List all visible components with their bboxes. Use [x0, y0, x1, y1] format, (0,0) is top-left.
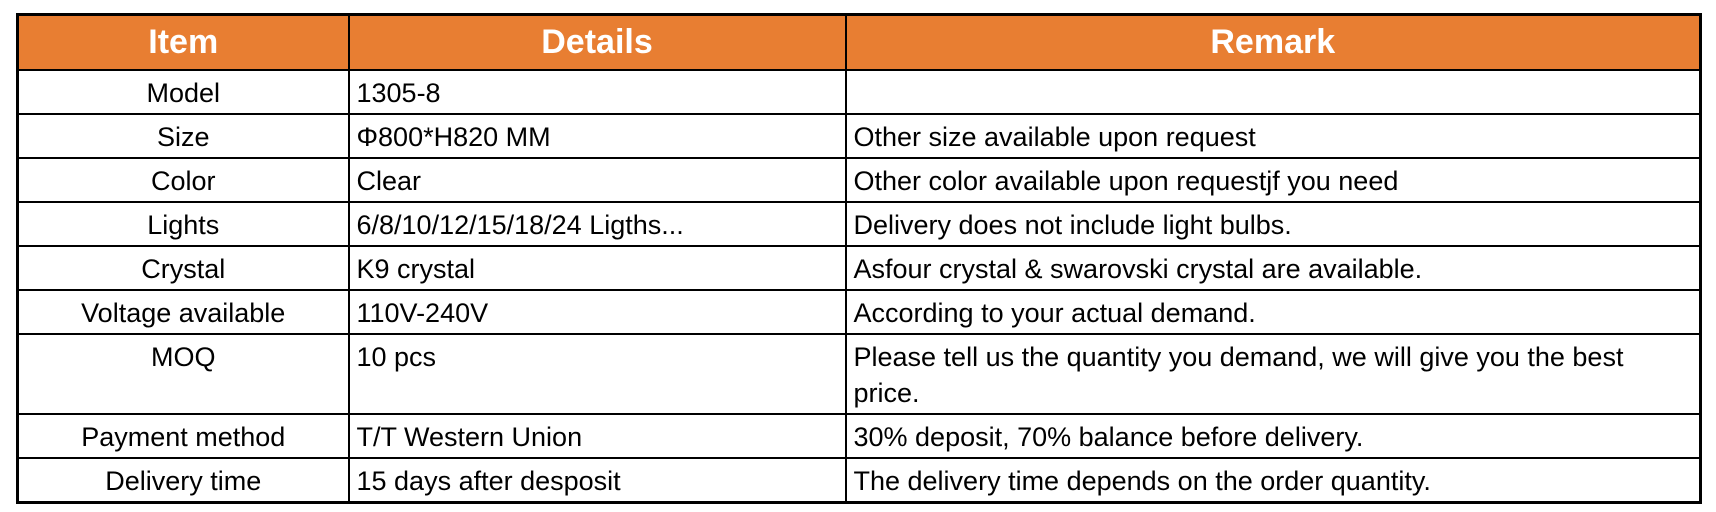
- item-cell: Voltage available: [16, 288, 350, 335]
- table-row-crystal: Crystal K9 crystal Asfour crystal & swar…: [16, 244, 1702, 291]
- details-cell: 110V-240V: [347, 288, 847, 335]
- remark-cell: Delivery does not include light bulbs.: [844, 200, 1702, 247]
- details-cell: 1305-8: [347, 68, 847, 115]
- table-row-delivery: Delivery time 15 days after desposit The…: [16, 456, 1702, 503]
- details-cell: 6/8/10/12/15/18/24 Ligths...: [347, 200, 847, 247]
- remark-cell: The delivery time depends on the order q…: [844, 456, 1702, 503]
- product-spec-table: Item Details Remark Model 1305-8 Size Φ8…: [16, 13, 1702, 504]
- details-cell: Clear: [347, 156, 847, 203]
- details-cell: 15 days after desposit: [347, 456, 847, 503]
- details-cell: K9 crystal: [347, 244, 847, 291]
- details-cell: Φ800*H820 MM: [347, 112, 847, 159]
- item-cell: Payment method: [16, 412, 350, 459]
- remark-cell: Other size available upon request: [844, 112, 1702, 159]
- product-spec-table-container: Item Details Remark Model 1305-8 Size Φ8…: [16, 13, 1702, 504]
- item-cell: Model: [16, 68, 350, 115]
- item-cell: Color: [16, 156, 350, 203]
- header-details: Details: [347, 13, 847, 71]
- item-cell: MOQ: [16, 332, 350, 415]
- item-cell: Size: [16, 112, 350, 159]
- remark-cell: 30% deposit, 70% balance before delivery…: [844, 412, 1702, 459]
- table-row-model: Model 1305-8: [16, 68, 1702, 115]
- item-cell: Crystal: [16, 244, 350, 291]
- header-remark: Remark: [844, 13, 1702, 71]
- details-cell: T/T Western Union: [347, 412, 847, 459]
- details-cell: 10 pcs: [347, 332, 847, 415]
- table-row-size: Size Φ800*H820 MM Other size available u…: [16, 112, 1702, 159]
- table-row-lights: Lights 6/8/10/12/15/18/24 Ligths... Deli…: [16, 200, 1702, 247]
- remark-cell: Please tell us the quantity you demand, …: [844, 332, 1702, 415]
- item-cell: Lights: [16, 200, 350, 247]
- table-row-voltage: Voltage available 110V-240V According to…: [16, 288, 1702, 335]
- table-row-color: Color Clear Other color available upon r…: [16, 156, 1702, 203]
- remark-cell: Other color available upon requestjf you…: [844, 156, 1702, 203]
- table-header-row: Item Details Remark: [16, 13, 1702, 71]
- remark-cell: [844, 68, 1702, 115]
- table-row-moq: MOQ 10 pcs Please tell us the quantity y…: [16, 332, 1702, 415]
- remark-cell: According to your actual demand.: [844, 288, 1702, 335]
- header-item: Item: [16, 13, 350, 71]
- remark-cell: Asfour crystal & swarovski crystal are a…: [844, 244, 1702, 291]
- item-cell: Delivery time: [16, 456, 350, 503]
- table-row-payment: Payment method T/T Western Union 30% dep…: [16, 412, 1702, 459]
